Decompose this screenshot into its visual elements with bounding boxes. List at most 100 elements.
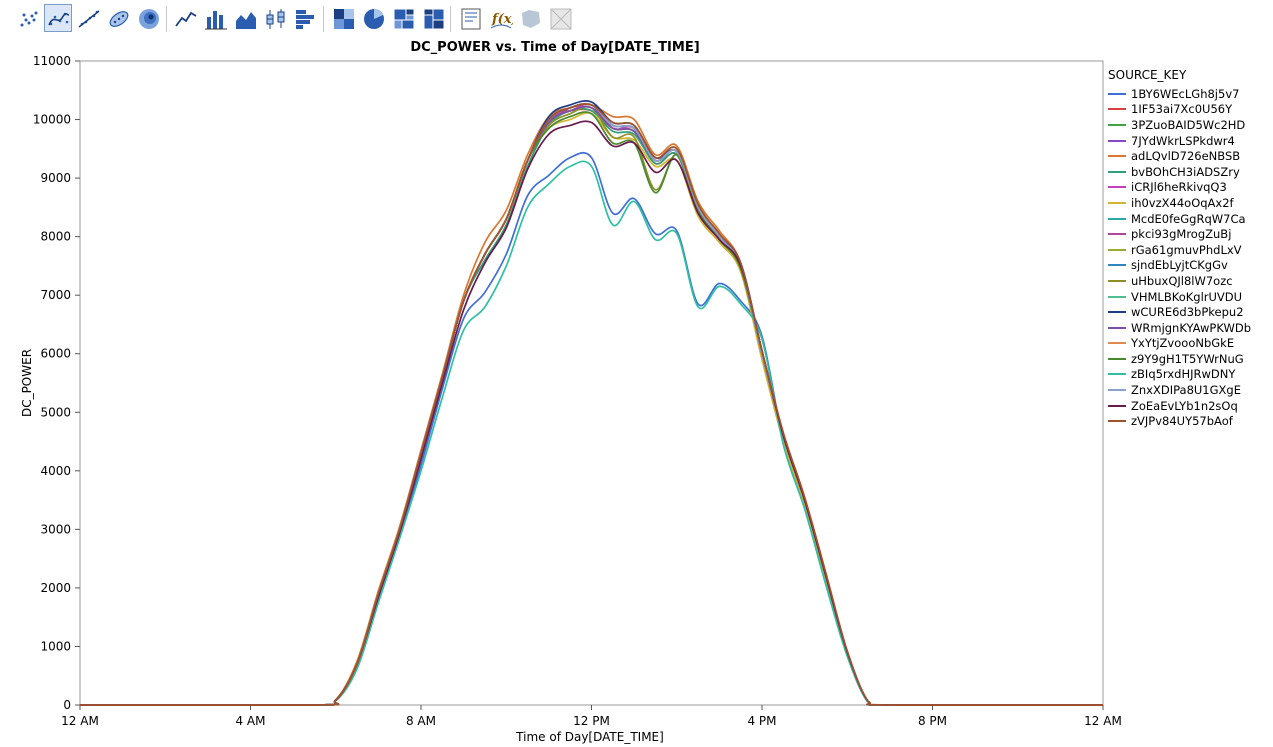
legend-label: ZoEaEvLYb1n2sOq [1131,398,1238,413]
legend-item[interactable]: WRmjgnKYAwPKWDb [1108,320,1268,336]
disabled-map-button[interactable] [546,4,574,32]
ellipse-icon [109,11,129,27]
legend-swatch [1108,311,1126,314]
legend-item[interactable]: wCURE6d3bPkepu2 [1108,304,1268,320]
legend-item[interactable]: bvBOhCH3iADSZry [1108,164,1268,180]
legend-item[interactable]: uHbuxQJl8lW7ozc [1108,273,1268,289]
mosaic-button[interactable] [419,4,447,32]
legend-item[interactable]: adLQvlD726eNBSB [1108,148,1268,164]
legend-label: ZnxXDIPa8U1GXgE [1131,383,1241,398]
heatmap-button[interactable] [329,4,357,32]
toolbar-separator [166,6,167,32]
caption-box-button[interactable] [456,4,484,32]
points-button[interactable] [14,4,42,32]
formula-icon: f(x) [490,12,513,29]
legend-label: wCURE6d3bPkepu2 [1131,305,1244,320]
caption-box-icon [461,8,481,30]
legend-swatch [1108,139,1126,142]
bar-button[interactable] [201,4,229,32]
line-of-fit-icon [78,10,100,28]
legend-swatch [1108,201,1126,204]
smoother-icon [48,12,70,26]
y-tick-label: 8000 [40,230,71,244]
legend-item[interactable]: zBIq5rxdHJRwDNY [1108,367,1268,383]
line-button[interactable] [171,4,199,32]
box-plot-button[interactable] [261,4,289,32]
contour-button[interactable] [134,4,162,32]
legend-label: zBIq5rxdHJRwDNY [1131,367,1236,382]
legend-label: z9Y9gH1T5YWrNuG [1131,351,1244,366]
graph-toolbar: f(x) [14,4,604,34]
legend-swatch [1108,373,1126,376]
box-plot-icon [266,9,285,29]
ellipse-button[interactable] [104,4,132,32]
legend-swatch [1108,389,1126,392]
legend-swatch [1108,92,1126,95]
legend-item[interactable]: pkci93gMrogZuBj [1108,226,1268,242]
histogram-button[interactable] [291,4,319,32]
legend-swatch [1108,123,1126,126]
legend-item[interactable]: 1IF53ai7Xc0U56Y [1108,102,1268,118]
map-shapes-button[interactable] [516,4,544,32]
legend-item[interactable]: VHMLBKoKglrUVDU [1108,289,1268,305]
legend-item[interactable]: 1BY6WEcLGh8j5v7 [1108,86,1268,102]
contour-icon [139,9,159,29]
y-tick-label: 0 [63,698,71,712]
smoother-button[interactable] [44,4,72,32]
legend-swatch [1108,342,1126,345]
legend-item[interactable]: rGa61gmuvPhdLxV [1108,242,1268,258]
legend-item[interactable]: ZnxXDIPa8U1GXgE [1108,382,1268,398]
y-tick-label: 3000 [40,522,71,536]
legend-label: rGa61gmuvPhdLxV [1131,242,1242,257]
legend-item[interactable]: z9Y9gH1T5YWrNuG [1108,351,1268,367]
svg-text:f(x): f(x) [491,12,513,27]
legend-item[interactable]: sjndEbLyjtCKgGv [1108,258,1268,274]
legend-item[interactable]: zVJPv84UY57bAof [1108,413,1268,429]
legend-swatch [1108,170,1126,173]
legend-label: adLQvlD726eNBSB [1131,149,1241,164]
legend-swatch [1108,248,1126,251]
series-line [80,160,1103,706]
legend-label: ih0vzX44oOqAx2f [1131,195,1234,210]
legend-swatch [1108,295,1126,298]
legend-label: 1BY6WEcLGh8j5v7 [1131,86,1240,101]
y-tick-label: 4000 [40,464,71,478]
treemap-button[interactable] [389,4,417,32]
legend-label: YxYtjZvoooNbGkE [1131,336,1235,351]
x-axis-title: Time of Day[DATE_TIME] [515,730,664,744]
histogram-icon [296,10,314,29]
legend-swatch [1108,217,1126,220]
toolbar-separator [323,6,324,32]
legend: SOURCE_KEY 1BY6WEcLGh8j5v7 1IF53ai7Xc0U56… [1108,68,1268,429]
area-button[interactable] [231,4,259,32]
legend-swatch [1108,420,1126,423]
y-tick-label: 2000 [40,581,71,595]
line-of-fit-button[interactable] [74,4,102,32]
legend-item[interactable]: 3PZuoBAID5Wc2HD [1108,117,1268,133]
legend-item[interactable]: 7JYdWkrLSPkdwr4 [1108,133,1268,149]
y-tick-label: 1000 [40,639,71,653]
legend-swatch [1108,186,1126,189]
legend-item[interactable]: ZoEaEvLYb1n2sOq [1108,398,1268,414]
legend-label: uHbuxQJl8lW7ozc [1131,273,1233,288]
x-tick-label: 8 PM [918,714,947,728]
x-tick-label: 4 AM [235,714,265,728]
pie-button[interactable] [359,4,387,32]
legend-label: sjndEbLyjtCKgGv [1131,258,1228,273]
legend-label: iCRJl6heRkivqQ3 [1131,180,1227,195]
area-icon [236,12,256,29]
legend-item[interactable]: ih0vzX44oOqAx2f [1108,195,1268,211]
x-tick-label: 12 AM [61,714,99,728]
legend-label: VHMLBKoKglrUVDU [1131,289,1243,304]
legend-swatch [1108,264,1126,267]
legend-label: pkci93gMrogZuBj [1131,227,1232,242]
legend-item[interactable]: YxYtjZvoooNbGkE [1108,336,1268,352]
legend-swatch [1108,279,1126,282]
legend-item[interactable]: McdE0feGgRqW7Ca [1108,211,1268,227]
legend-item[interactable]: iCRJl6heRkivqQ3 [1108,180,1268,196]
heatmap-icon [334,9,354,29]
x-tick-label: 12 AM [1084,714,1122,728]
disabled-map-icon [550,8,572,30]
formula-button[interactable]: f(x) [486,4,514,32]
